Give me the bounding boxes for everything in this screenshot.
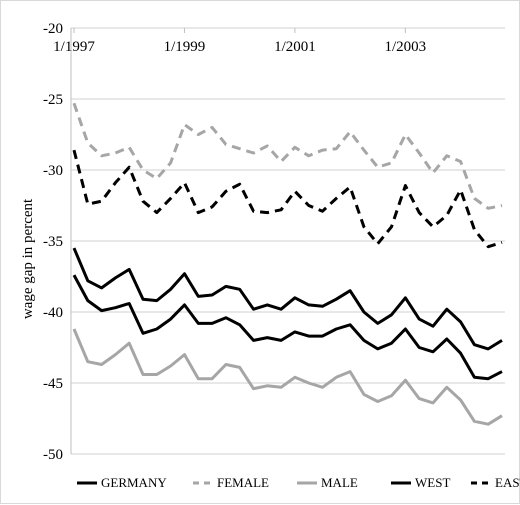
y-tick-label: -35 xyxy=(43,234,63,250)
y-tick-label: -45 xyxy=(43,376,63,392)
gridlines xyxy=(70,27,505,455)
series-line-west xyxy=(72,274,503,381)
legend-label-male: MALE xyxy=(321,475,358,490)
x-tick-label: 1/1999 xyxy=(164,39,206,55)
legend: GERMANY FEMALE MALE WEST EAST xyxy=(77,475,520,490)
series-lines xyxy=(72,102,503,426)
series-line-east xyxy=(72,149,503,249)
series-line-female xyxy=(72,102,503,210)
series-line-male xyxy=(72,328,503,426)
x-tick-label: 1/2003 xyxy=(385,39,427,55)
y-tick-label: -20 xyxy=(43,21,63,37)
legend-label-female: FEMALE xyxy=(217,475,269,490)
legend-label-east: EAST xyxy=(495,475,520,490)
y-axis-ticks: -20 -25 -30 -35 -40 -45 -50 xyxy=(43,21,63,463)
x-tick-label: 1/1997 xyxy=(53,39,95,55)
legend-label-germany: GERMANY xyxy=(101,475,167,490)
x-tick-label: 1/2001 xyxy=(274,39,316,55)
x-axis-ticks: 1/1997 1/1999 1/2001 1/2003 xyxy=(53,28,426,55)
series-line-germany xyxy=(72,247,503,351)
legend-label-west: WEST xyxy=(415,475,450,490)
y-tick-label: -25 xyxy=(43,92,63,108)
y-axis-title: wage gap in percent xyxy=(20,198,36,319)
y-tick-label: -30 xyxy=(43,163,63,179)
y-tick-label: -50 xyxy=(43,447,63,463)
y-tick-label: -40 xyxy=(43,305,63,321)
